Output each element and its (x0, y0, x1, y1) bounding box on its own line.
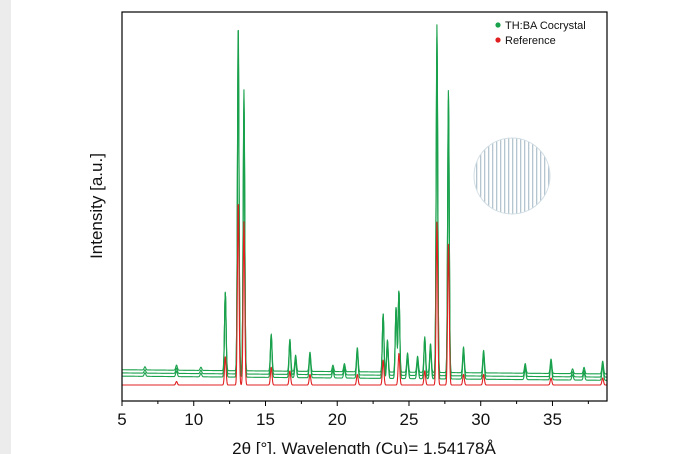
x-axis: 5 10 15 20 25 30 35 (117, 401, 589, 429)
x-tick-label-6: 35 (543, 410, 562, 429)
x-tick-label-5: 30 (471, 410, 490, 429)
legend-marker-cocrystal (495, 22, 501, 28)
legend: TH:BA Cocrystal Reference (495, 20, 586, 47)
x-tick-label-1: 10 (184, 410, 203, 429)
x-axis-label: 2θ [°], Wavelength (Cu)= 1.54178Å (232, 439, 496, 454)
x-tick-label-3: 20 (328, 410, 347, 429)
y-axis-label: Intensity [a.u.] (87, 153, 106, 259)
series-layer (122, 24, 607, 386)
legend-label-cocrystal: TH:BA Cocrystal (505, 20, 586, 32)
x-tick-label-0: 5 (117, 410, 126, 429)
x-tick-label-4: 25 (400, 410, 419, 429)
left-margin-strip (0, 0, 11, 454)
legend-marker-reference (495, 37, 501, 43)
reference-trace-0 (122, 204, 607, 386)
x-tick-label-2: 15 (256, 410, 275, 429)
legend-label-reference: Reference (505, 35, 556, 47)
sample-image-inset (473, 137, 551, 215)
plot-frame (121, 11, 608, 402)
cocrystal-trace-2 (122, 49, 607, 375)
